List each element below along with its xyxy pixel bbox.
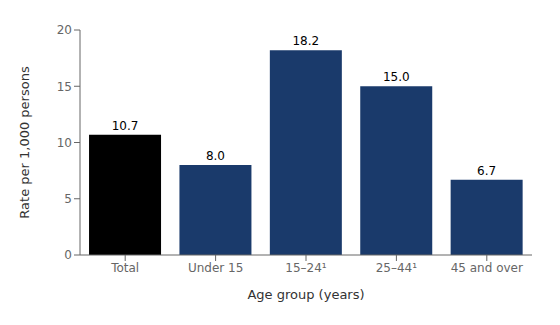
svg-text:5: 5 (64, 192, 72, 206)
svg-text:Rate per 1,000 persons: Rate per 1,000 persons (17, 66, 32, 219)
svg-text:18.2: 18.2 (292, 34, 319, 48)
svg-text:0: 0 (64, 248, 72, 262)
svg-text:Under 15: Under 15 (188, 261, 243, 275)
svg-text:25–44¹: 25–44¹ (376, 261, 418, 275)
svg-text:Age group (years): Age group (years) (247, 287, 364, 302)
svg-text:15–24¹: 15–24¹ (285, 261, 327, 275)
svg-text:6.7: 6.7 (477, 164, 496, 178)
svg-text:15.0: 15.0 (383, 70, 410, 84)
svg-text:8.0: 8.0 (206, 149, 225, 163)
svg-text:20: 20 (57, 23, 72, 37)
svg-text:45 and over: 45 and over (451, 261, 523, 275)
svg-text:15: 15 (57, 80, 72, 94)
svg-text:Total: Total (110, 261, 139, 275)
svg-text:10.7: 10.7 (112, 119, 139, 133)
svg-text:10: 10 (57, 136, 72, 150)
